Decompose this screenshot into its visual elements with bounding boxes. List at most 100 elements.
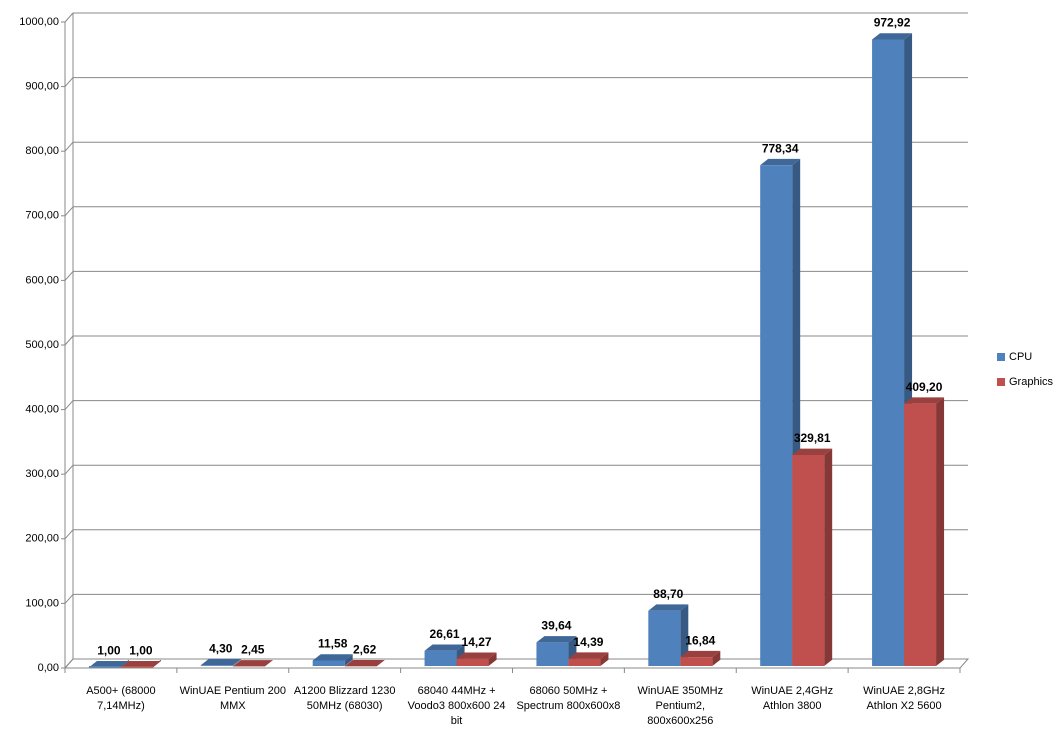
y-tick-label: 0,00 bbox=[38, 662, 59, 674]
bar-front bbox=[648, 610, 681, 666]
y-tick-label: 500,00 bbox=[25, 339, 59, 351]
bar-front bbox=[760, 165, 793, 666]
bar-top bbox=[536, 636, 577, 643]
grid-side bbox=[64, 77, 74, 87]
value-label: 88,70 bbox=[653, 587, 683, 601]
bar-top bbox=[680, 650, 721, 658]
x-tick-label: WinUAE 350MHz Pentium2, 800x600x256 bbox=[637, 685, 724, 727]
bar-top bbox=[312, 654, 353, 661]
bar-top bbox=[792, 448, 833, 455]
bar-side bbox=[600, 652, 609, 666]
value-label: 778,34 bbox=[762, 141, 799, 155]
y-tick-label: 100,00 bbox=[25, 597, 59, 609]
bar-front bbox=[872, 39, 905, 667]
bar-top bbox=[872, 33, 913, 40]
value-label: 14,27 bbox=[462, 635, 492, 649]
bar-front bbox=[680, 657, 713, 666]
grid-side bbox=[64, 529, 74, 540]
bar-side bbox=[680, 604, 689, 666]
bar bbox=[312, 654, 353, 666]
y-tick-label: 600,00 bbox=[25, 274, 59, 286]
grid-side bbox=[64, 141, 74, 152]
bar-front bbox=[200, 665, 233, 666]
value-label: 1,00 bbox=[129, 644, 153, 658]
bar-side bbox=[488, 652, 497, 666]
bar-top bbox=[344, 660, 385, 667]
y-tick-label: 700,00 bbox=[25, 210, 59, 222]
bar-top bbox=[88, 661, 129, 668]
value-label: 26,61 bbox=[430, 627, 460, 641]
bar bbox=[344, 659, 385, 667]
bar-side bbox=[936, 397, 945, 666]
y-tick-label: 1000,00 bbox=[19, 16, 59, 28]
grid-side bbox=[64, 658, 74, 669]
value-label: 39,64 bbox=[541, 619, 571, 633]
grid-side bbox=[64, 464, 74, 475]
bar-front bbox=[536, 642, 569, 666]
bar-front bbox=[792, 454, 825, 666]
grid-side bbox=[64, 206, 74, 217]
bar bbox=[232, 659, 273, 667]
grid-side bbox=[64, 271, 74, 281]
legend-swatch bbox=[997, 353, 1005, 361]
value-label: 329,81 bbox=[794, 431, 831, 445]
bar-side bbox=[712, 650, 721, 666]
value-label: 2,62 bbox=[353, 642, 377, 656]
value-label: 16,84 bbox=[685, 633, 715, 647]
bar-top bbox=[200, 658, 241, 666]
bar bbox=[88, 659, 129, 668]
bar-front bbox=[88, 666, 121, 668]
bar-top bbox=[760, 158, 801, 166]
bar bbox=[680, 650, 721, 666]
x-tick-label: 68060 50MHz + Spectrum 800x600x8 bbox=[516, 685, 621, 712]
bar-top bbox=[424, 644, 465, 651]
legend-label: Graphics bbox=[1009, 376, 1054, 388]
bar bbox=[568, 652, 609, 666]
value-label: 972,92 bbox=[874, 16, 911, 30]
x-tick-label: WinUAE 2,4GHz Athlon 3800 bbox=[751, 685, 834, 712]
bar-side bbox=[344, 654, 353, 666]
value-label: 4,30 bbox=[209, 641, 233, 655]
grid-side bbox=[64, 400, 74, 410]
value-label: 2,45 bbox=[241, 643, 265, 657]
x-tick-label: WinUAE 2,8GHz Athlon X2 5600 bbox=[863, 685, 946, 712]
y-tick-label: 800,00 bbox=[25, 145, 59, 157]
bar-side bbox=[824, 448, 833, 666]
grid-side bbox=[64, 335, 74, 346]
bar-top bbox=[120, 661, 161, 668]
bar-front bbox=[456, 658, 489, 666]
bar-top bbox=[568, 652, 609, 659]
bar-top bbox=[904, 397, 945, 404]
value-label: 11,58 bbox=[318, 637, 348, 651]
y-tick-label: 300,00 bbox=[25, 468, 59, 480]
value-label: 14,39 bbox=[573, 635, 603, 649]
bar-front bbox=[120, 666, 153, 668]
bar-top bbox=[232, 660, 273, 667]
bar bbox=[792, 448, 833, 666]
y-tick-label: 400,00 bbox=[25, 404, 59, 416]
value-label: 1,00 bbox=[97, 644, 121, 658]
bar-front bbox=[312, 660, 345, 666]
bar-top bbox=[648, 604, 689, 611]
y-tick-label: 200,00 bbox=[25, 533, 59, 545]
bar bbox=[120, 659, 161, 668]
grid-side bbox=[64, 12, 74, 23]
bar-front bbox=[568, 658, 601, 666]
x-tick-label: A1200 Blizzard 1230 50MHz (68030) bbox=[293, 685, 396, 712]
bar bbox=[456, 652, 497, 666]
grid-side bbox=[64, 594, 74, 604]
bar bbox=[200, 658, 241, 666]
bar-front bbox=[904, 403, 937, 666]
x-tick-label: WinUAE Pentium 200 MMX bbox=[179, 685, 286, 712]
bar-top bbox=[456, 652, 497, 659]
bar-side bbox=[232, 658, 241, 666]
legend-swatch bbox=[997, 378, 1005, 386]
y-tick-label: 900,00 bbox=[25, 81, 59, 93]
floor bbox=[63, 658, 970, 669]
bar bbox=[904, 397, 945, 666]
bar-front bbox=[424, 650, 457, 666]
x-tick-label: 68040 44MHz + Voodo3 800x600 24 bit bbox=[407, 685, 506, 727]
bar bbox=[648, 604, 689, 666]
